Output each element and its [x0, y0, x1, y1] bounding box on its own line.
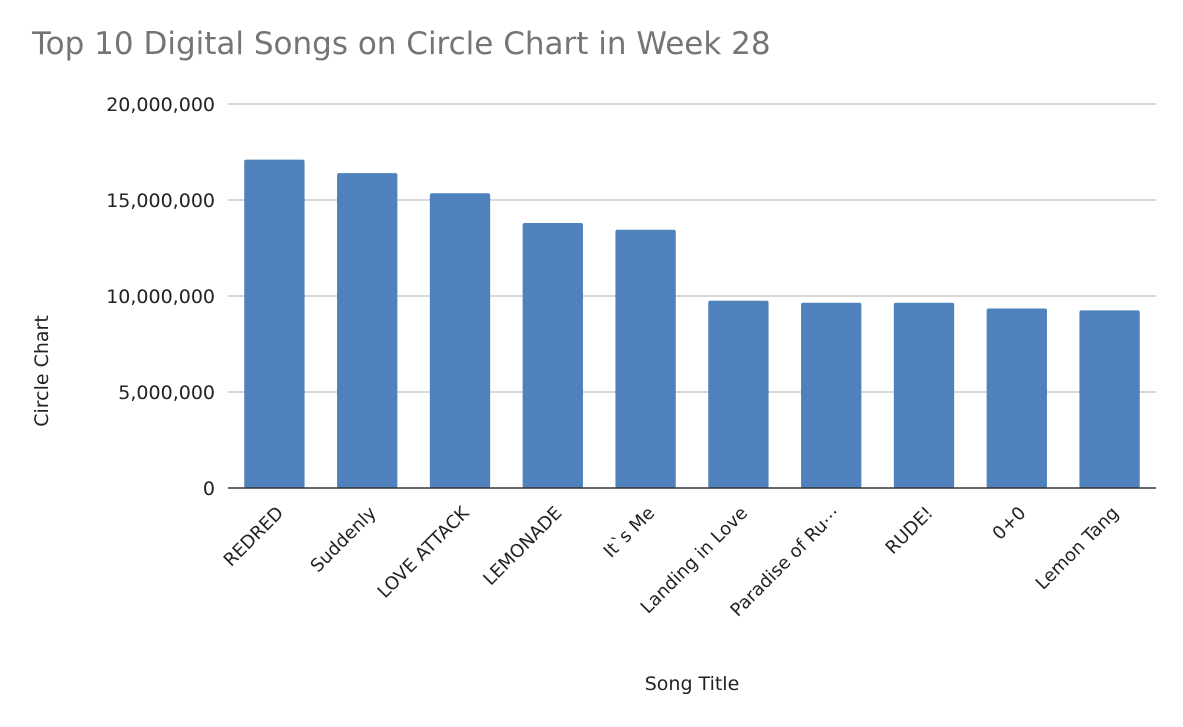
- bars: [244, 159, 1140, 489]
- x-tick-label: RUDE!: [882, 503, 938, 559]
- x-tick-label: 0+0: [989, 503, 1031, 545]
- x-tick-label: Suddenly: [307, 502, 381, 576]
- y-tick-label: 15,000,000: [106, 190, 215, 212]
- bar: [429, 193, 491, 488]
- y-tick-label: 0: [203, 478, 215, 500]
- bar: [1079, 310, 1140, 488]
- x-tick-label: It`s Me: [600, 503, 659, 562]
- y-axis-label: Circle Chart: [31, 315, 53, 427]
- bar: [893, 302, 955, 488]
- bar: [522, 223, 583, 489]
- bar: [801, 302, 862, 488]
- y-tick-label: 5,000,000: [118, 382, 215, 404]
- x-axis-label: Song Title: [645, 673, 740, 695]
- bar: [708, 300, 769, 488]
- y-tick-label: 20,000,000: [106, 94, 215, 116]
- chart-title: Top 10 Digital Songs on Circle Chart in …: [32, 26, 771, 62]
- bar: [615, 229, 676, 488]
- x-tick-label: LEMONADE: [479, 503, 566, 590]
- x-tick-label: REDRED: [220, 503, 288, 571]
- bar: [986, 308, 1047, 488]
- bar: [244, 159, 305, 488]
- y-tick-label: 10,000,000: [106, 286, 215, 308]
- x-tick-label: LOVE ATTACK: [374, 502, 475, 603]
- x-tick-label: Lemon Tang: [1032, 503, 1123, 594]
- bar: [337, 173, 398, 488]
